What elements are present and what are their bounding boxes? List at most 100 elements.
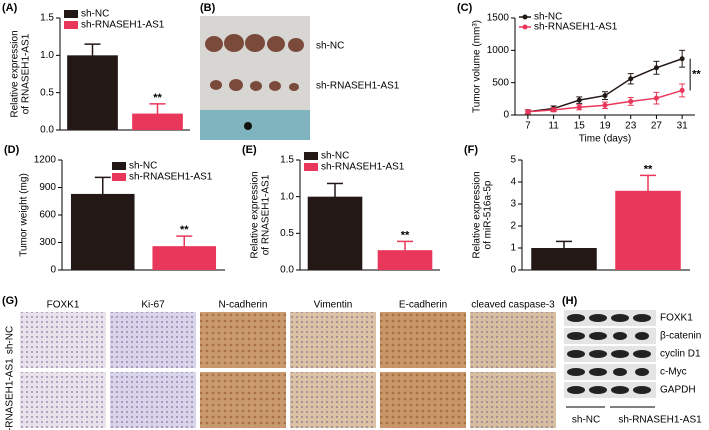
legend-label: sh-RNASEH1-AS1 <box>321 162 405 173</box>
bar <box>615 190 681 270</box>
panel-label: (H) <box>562 295 578 307</box>
panel-label: (F) <box>464 144 478 156</box>
marker <box>576 104 582 110</box>
column-label: Ki-67 <box>141 300 165 311</box>
blot-strip <box>564 382 656 398</box>
legend-label: sh-NC <box>321 151 349 162</box>
bar <box>307 196 363 270</box>
y-axis-label: Relative expression <box>472 171 483 258</box>
marker <box>525 109 531 115</box>
band-label: c-Myc <box>660 367 687 378</box>
ihc-panel: (G) sh-NC sh-RNASEH1-AS1 FOXK1 Ki-67 N-cad… <box>2 295 556 430</box>
blot-band <box>633 386 651 394</box>
blot-band <box>567 386 585 394</box>
blot-band <box>589 368 607 376</box>
bar <box>70 193 135 270</box>
bar <box>531 248 597 270</box>
annotation: ** <box>180 224 189 236</box>
band-label: β-catenin <box>660 331 701 342</box>
panel-label: (C) <box>457 2 473 14</box>
ihc-texture <box>380 312 466 368</box>
ruler <box>200 110 310 140</box>
panel-label: (B) <box>200 2 216 14</box>
blot-strip <box>564 328 656 344</box>
y-tick-label: 1.5 <box>280 155 294 166</box>
blot-band <box>567 368 585 376</box>
blot-band <box>633 350 651 358</box>
band-label: FOXK1 <box>660 313 693 324</box>
y-tick-label: 2 <box>510 221 516 232</box>
band-label: cyclin D1 <box>660 349 701 360</box>
x-tick-label: 7 <box>525 121 531 132</box>
marker <box>679 87 685 93</box>
legend-swatch <box>112 173 126 181</box>
legend-label: sh-RNASEH1-AS1 <box>81 20 165 31</box>
panel-label: (D) <box>4 144 20 156</box>
blot-band <box>589 386 607 394</box>
band-label: GAPDH <box>660 385 696 396</box>
bar <box>377 250 433 270</box>
y-tick-label: 1200 <box>34 155 57 166</box>
y-tick-label: 3 <box>510 199 516 210</box>
blot-band <box>635 368 649 376</box>
annotation: ** <box>644 163 653 175</box>
x-axis-label: Time (days) <box>579 134 631 145</box>
tumors <box>205 34 304 91</box>
column-label: Vimentin <box>314 300 353 311</box>
legend-marker <box>522 24 528 30</box>
ihc-texture <box>20 372 106 428</box>
legend-label: sh-NC <box>81 9 109 20</box>
blot-band <box>589 314 607 322</box>
blot-band <box>635 332 649 340</box>
y-tick-label: 1.5 <box>40 13 54 24</box>
ihc-texture <box>200 372 286 428</box>
marker <box>628 76 634 82</box>
ihc-texture <box>20 312 106 368</box>
y-axis-label: Relative expression <box>250 171 261 258</box>
y-tick-label: 1000 <box>487 45 510 56</box>
marker <box>576 97 582 103</box>
blot-band <box>567 350 585 358</box>
y-tick-label: 1500 <box>487 13 510 24</box>
ihc-texture <box>470 312 556 368</box>
y-tick-label: 0 <box>503 110 509 121</box>
y-tick-label: 1 <box>510 243 516 254</box>
legend-label: sh-NC <box>129 161 157 172</box>
ruler-mark <box>244 122 252 130</box>
x-tick-label: 27 <box>651 121 663 132</box>
blot-strip <box>564 310 656 326</box>
legend-marker <box>522 14 528 20</box>
column-label: cleaved caspase-3 <box>471 300 555 311</box>
y-axis-label: Tumor volume (mm³) <box>472 20 483 113</box>
blot-band <box>613 368 627 376</box>
y-tick-label: 5 <box>510 155 516 166</box>
ihc-texture <box>380 372 466 428</box>
x-tick-label: 19 <box>599 121 611 132</box>
y-axis-label: Tumor weight (mg) <box>19 173 30 257</box>
legend-label: sh-RNASEH1-AS1 <box>129 172 213 183</box>
legend-swatch <box>112 162 126 170</box>
row-label: sh-NC <box>5 326 16 354</box>
legend-swatch <box>64 10 78 18</box>
panel-label: (G) <box>2 295 18 307</box>
bar <box>67 55 118 131</box>
group-label: sh-RNASEH1-AS1 <box>618 415 702 426</box>
y-axis-label: of miR-516a-5p <box>483 180 494 249</box>
blot-band <box>567 332 585 340</box>
annotation: ** <box>692 68 701 80</box>
legend-swatch <box>304 152 318 160</box>
bar <box>152 246 217 270</box>
marker <box>679 56 685 62</box>
y-tick-label: 500 <box>492 77 509 88</box>
blot-band <box>611 314 629 322</box>
marker <box>602 93 608 99</box>
x-tick-label: 11 <box>548 121 559 132</box>
legend-swatch <box>64 21 78 29</box>
row-label: sh-RNASEH1-AS1 <box>5 358 16 430</box>
marker <box>628 98 634 104</box>
annotation: ** <box>401 229 410 241</box>
blot-band <box>567 314 585 322</box>
blot-band <box>611 350 629 358</box>
column-label: E-cadherin <box>399 300 447 311</box>
